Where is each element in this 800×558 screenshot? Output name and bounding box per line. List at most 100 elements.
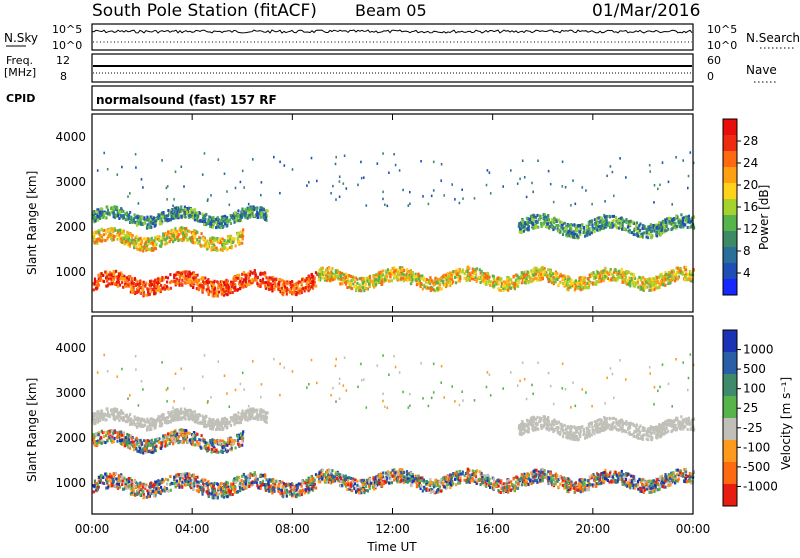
power-cell: [114, 283, 116, 286]
power-cell: [139, 237, 141, 240]
power-cell: [160, 284, 162, 287]
power-cell: [136, 241, 138, 244]
power-cell: [173, 198, 175, 201]
power-cell: [428, 203, 430, 206]
power-cell: [539, 215, 541, 218]
power-cell: [188, 271, 190, 274]
power-colorbar-tick-label: 12: [743, 222, 758, 236]
velocity-cell: [93, 490, 95, 493]
power-cell: [108, 274, 110, 277]
power-cell: [158, 285, 160, 288]
power-cell: [226, 293, 228, 296]
power-cell: [199, 284, 201, 287]
power-cell: [120, 214, 122, 217]
power-cell: [589, 227, 591, 230]
power-cell: [610, 165, 612, 168]
velocity-cell: [262, 483, 264, 486]
power-cell: [148, 226, 150, 229]
power-cell: [589, 274, 591, 277]
power-cell: [394, 275, 396, 278]
power-cell: [564, 282, 566, 285]
velocity-cell: [301, 493, 303, 496]
velocity-cell: [286, 495, 288, 498]
power-cell: [242, 281, 244, 284]
power-cell: [242, 228, 244, 231]
power-cell: [517, 280, 519, 283]
power-cell: [101, 272, 103, 275]
power-cell: [605, 219, 607, 222]
velocity-cell: [285, 483, 287, 486]
power-cell: [559, 230, 561, 233]
power-cell: [619, 157, 621, 160]
power-cell: [142, 284, 144, 287]
power-cell: [410, 282, 412, 285]
power-cell: [121, 166, 123, 169]
power-cell: [524, 281, 526, 284]
power-cell: [575, 279, 577, 282]
velocity-cell: [232, 483, 234, 486]
power-cell: [493, 278, 495, 281]
power-cell: [307, 289, 309, 292]
power-cell: [118, 217, 120, 220]
power-cell: [526, 220, 528, 223]
power-cell: [571, 231, 573, 234]
power-cell: [521, 281, 523, 284]
power-cell: [136, 223, 138, 226]
power-cell: [285, 281, 287, 284]
power-cell: [326, 275, 328, 278]
power-cell: [270, 276, 272, 279]
velocity-cell: [275, 480, 277, 483]
power-cell: [392, 267, 394, 270]
power-cell: [196, 238, 198, 241]
power-cell: [234, 289, 236, 292]
power-cell: [265, 281, 267, 284]
freq-label-line2: [MHz]: [4, 66, 36, 79]
power-cell: [188, 214, 190, 217]
power-cell: [99, 211, 101, 214]
power-cell: [362, 282, 364, 285]
power-cell: [652, 224, 654, 227]
power-cell: [220, 286, 222, 289]
power-cell: [204, 152, 206, 155]
velocity-cell: [105, 487, 107, 490]
velocity-cell: [113, 475, 115, 478]
power-cell: [283, 289, 285, 292]
power-cell: [121, 281, 123, 284]
velocity-cell: [234, 491, 236, 494]
power-cell: [462, 270, 464, 273]
power-cell: [676, 225, 678, 228]
power-cell: [166, 281, 168, 284]
power-cell: [603, 220, 605, 223]
power-cell: [245, 280, 247, 283]
power-cell: [542, 266, 544, 269]
velocity-cell: [173, 478, 175, 481]
power-cell: [631, 279, 633, 282]
power-cell: [355, 285, 357, 288]
power-cell: [643, 231, 645, 234]
power-cell: [204, 218, 206, 221]
power-cell: [275, 278, 277, 281]
velocity-cell: [244, 476, 246, 479]
power-cell: [434, 277, 436, 280]
power-cell: [141, 247, 143, 250]
power-cell: [553, 226, 555, 229]
power-ytick: 2000: [55, 220, 86, 234]
velocity-cell: [213, 491, 215, 494]
velocity-cell: [215, 496, 217, 499]
velocity-cell: [155, 491, 157, 494]
power-cell: [591, 231, 593, 234]
power-cell: [625, 270, 627, 273]
power-cell: [560, 226, 562, 229]
power-cell: [324, 272, 326, 275]
velocity-cell: [265, 483, 267, 486]
power-colorbar-swatch: [723, 135, 737, 152]
power-cell: [671, 219, 673, 222]
power-cell: [669, 220, 671, 223]
power-ylabel: Slant Range [km]: [25, 171, 39, 275]
power-cell: [171, 234, 173, 237]
power-cell: [510, 278, 512, 281]
velocity-cell: [285, 492, 287, 495]
power-cell: [648, 289, 650, 292]
power-cell: [217, 226, 219, 229]
power-cell: [137, 287, 139, 290]
